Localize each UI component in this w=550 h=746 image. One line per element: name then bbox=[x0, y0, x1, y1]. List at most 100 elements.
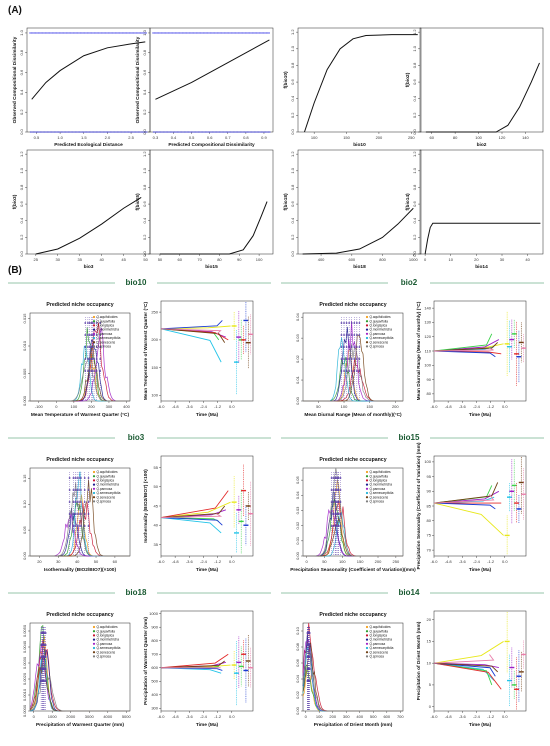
mean-dot bbox=[68, 489, 71, 491]
y-tick-label: 200 bbox=[151, 337, 158, 342]
plot-frame bbox=[149, 149, 274, 255]
x-tick-label: 100 bbox=[311, 135, 318, 140]
y-tick-label: 0.01 bbox=[295, 375, 300, 384]
data-point bbox=[139, 131, 141, 133]
x-tick-label: 50 bbox=[94, 559, 99, 564]
y-tick-label: 0.8 bbox=[412, 62, 417, 68]
data-point bbox=[173, 131, 176, 133]
x-tick-label: -2.4 bbox=[200, 714, 208, 719]
data-point bbox=[213, 32, 216, 34]
y-tick-label: 0.8 bbox=[412, 184, 417, 190]
y-tick-label: 1.0 bbox=[412, 45, 417, 51]
data-point bbox=[175, 131, 177, 133]
density-x-axis-label: Mean Temperature of Warmest Quarter (°C) bbox=[31, 412, 130, 418]
data-point bbox=[210, 131, 212, 133]
y-tick-label: 0.02 bbox=[295, 690, 300, 699]
mean-dot bbox=[337, 513, 339, 515]
density-series-4 bbox=[303, 491, 403, 557]
data-point bbox=[35, 131, 37, 133]
y-axis-label: f(bio2) bbox=[405, 72, 411, 87]
mean-dot bbox=[91, 370, 94, 372]
data-point bbox=[105, 131, 107, 133]
data-point bbox=[177, 32, 179, 34]
data-point bbox=[207, 131, 209, 133]
y-tick-label: 100 bbox=[424, 363, 431, 368]
data-point bbox=[115, 131, 117, 133]
y-tick-label: 150 bbox=[151, 365, 158, 370]
legend-swatch bbox=[92, 638, 96, 641]
data-point bbox=[227, 131, 229, 133]
mean-dot bbox=[68, 525, 71, 527]
mean-dot bbox=[343, 346, 345, 348]
group-bio10: bio10 Predicted niche occupancy -100 0 100 20… bbox=[8, 275, 271, 418]
mean-dot bbox=[40, 656, 43, 658]
data-point bbox=[113, 32, 115, 34]
y-tick-label: 1.0 bbox=[19, 29, 24, 35]
data-point bbox=[139, 32, 142, 34]
data-point bbox=[194, 32, 196, 34]
mean-dot bbox=[355, 322, 358, 324]
legend-label: Q.aquifolioides bbox=[97, 625, 118, 629]
data-point bbox=[212, 32, 214, 34]
mean-dot bbox=[350, 370, 353, 372]
data-point bbox=[59, 131, 61, 133]
data-point bbox=[228, 131, 230, 133]
fitted-curve bbox=[424, 222, 541, 255]
x-tick-label: 0.0 bbox=[502, 714, 508, 719]
data-point bbox=[78, 32, 80, 34]
data-point bbox=[195, 32, 198, 34]
x-axis-label: Predicted Compositional Dissimilarity bbox=[168, 142, 255, 148]
data-point bbox=[81, 32, 83, 34]
lineage-path-8 bbox=[433, 654, 495, 664]
data-point bbox=[213, 131, 215, 133]
x-tick-label: -6.0 bbox=[431, 559, 439, 564]
mean-dot bbox=[88, 358, 91, 360]
legend-label: Q.aquifolioides bbox=[370, 470, 391, 474]
lineage-path-7 bbox=[160, 660, 225, 669]
mean-dot bbox=[41, 632, 44, 634]
x-tick-label: -6.0 bbox=[431, 714, 439, 719]
data-point bbox=[159, 32, 161, 34]
data-point bbox=[176, 32, 178, 34]
data-point bbox=[187, 32, 189, 34]
data-point bbox=[43, 32, 45, 34]
data-point bbox=[100, 32, 103, 34]
data-point bbox=[167, 32, 170, 34]
y-tick-label: 110 bbox=[425, 348, 432, 353]
data-point bbox=[144, 131, 147, 133]
x-tick-label: 400 bbox=[318, 257, 325, 262]
gdm-chart-8: 0 10 20 30 40 0.0 0.2 0.4 0.6 0.8 1.0 1.2 bio14 f(bio… bbox=[405, 149, 544, 270]
density-series-6 bbox=[303, 337, 403, 402]
data-point bbox=[262, 32, 265, 34]
mean-dot bbox=[86, 370, 89, 372]
y-tick-label: 0.4 bbox=[19, 89, 24, 95]
x-tick-label: -3.6 bbox=[186, 404, 194, 409]
gdm-chart-4: 60 80 100 120 140 0.0 0.2 0.4 0.6 0.8 1.0 1.2 bio2 f(… bbox=[405, 27, 544, 148]
data-point bbox=[74, 131, 77, 133]
data-point bbox=[119, 131, 121, 133]
mean-dot bbox=[355, 346, 358, 348]
data-point bbox=[261, 32, 264, 34]
density-x-axis-label: Precipitation Seasonality (Coefficient o… bbox=[290, 567, 416, 573]
mean-dot bbox=[350, 346, 353, 348]
density-series-8 bbox=[29, 664, 130, 712]
x-tick-label: 70 bbox=[197, 257, 202, 262]
mean-dot bbox=[74, 489, 77, 491]
x-tick-label: 50 bbox=[316, 404, 321, 409]
legend-swatch bbox=[365, 630, 369, 633]
y-tick-label: 50 bbox=[154, 484, 159, 489]
group-bio15: bio15 Predicted niche occupancy 0 50 100 150 2… bbox=[281, 430, 544, 573]
data-point bbox=[101, 131, 103, 133]
mean-dot bbox=[343, 322, 345, 324]
mean-dot bbox=[95, 334, 98, 336]
mean-dot bbox=[84, 346, 87, 348]
mean-dot bbox=[350, 334, 353, 336]
time-x-axis-label: Time (Ma) bbox=[469, 722, 492, 728]
y-tick-label: 0.8 bbox=[19, 49, 24, 55]
mean-dot bbox=[340, 346, 343, 348]
data-point bbox=[65, 32, 68, 34]
legend-swatch bbox=[365, 646, 369, 650]
y-tick-label: 55 bbox=[154, 465, 159, 470]
data-point bbox=[98, 131, 100, 133]
lineage-path-4 bbox=[433, 333, 493, 352]
